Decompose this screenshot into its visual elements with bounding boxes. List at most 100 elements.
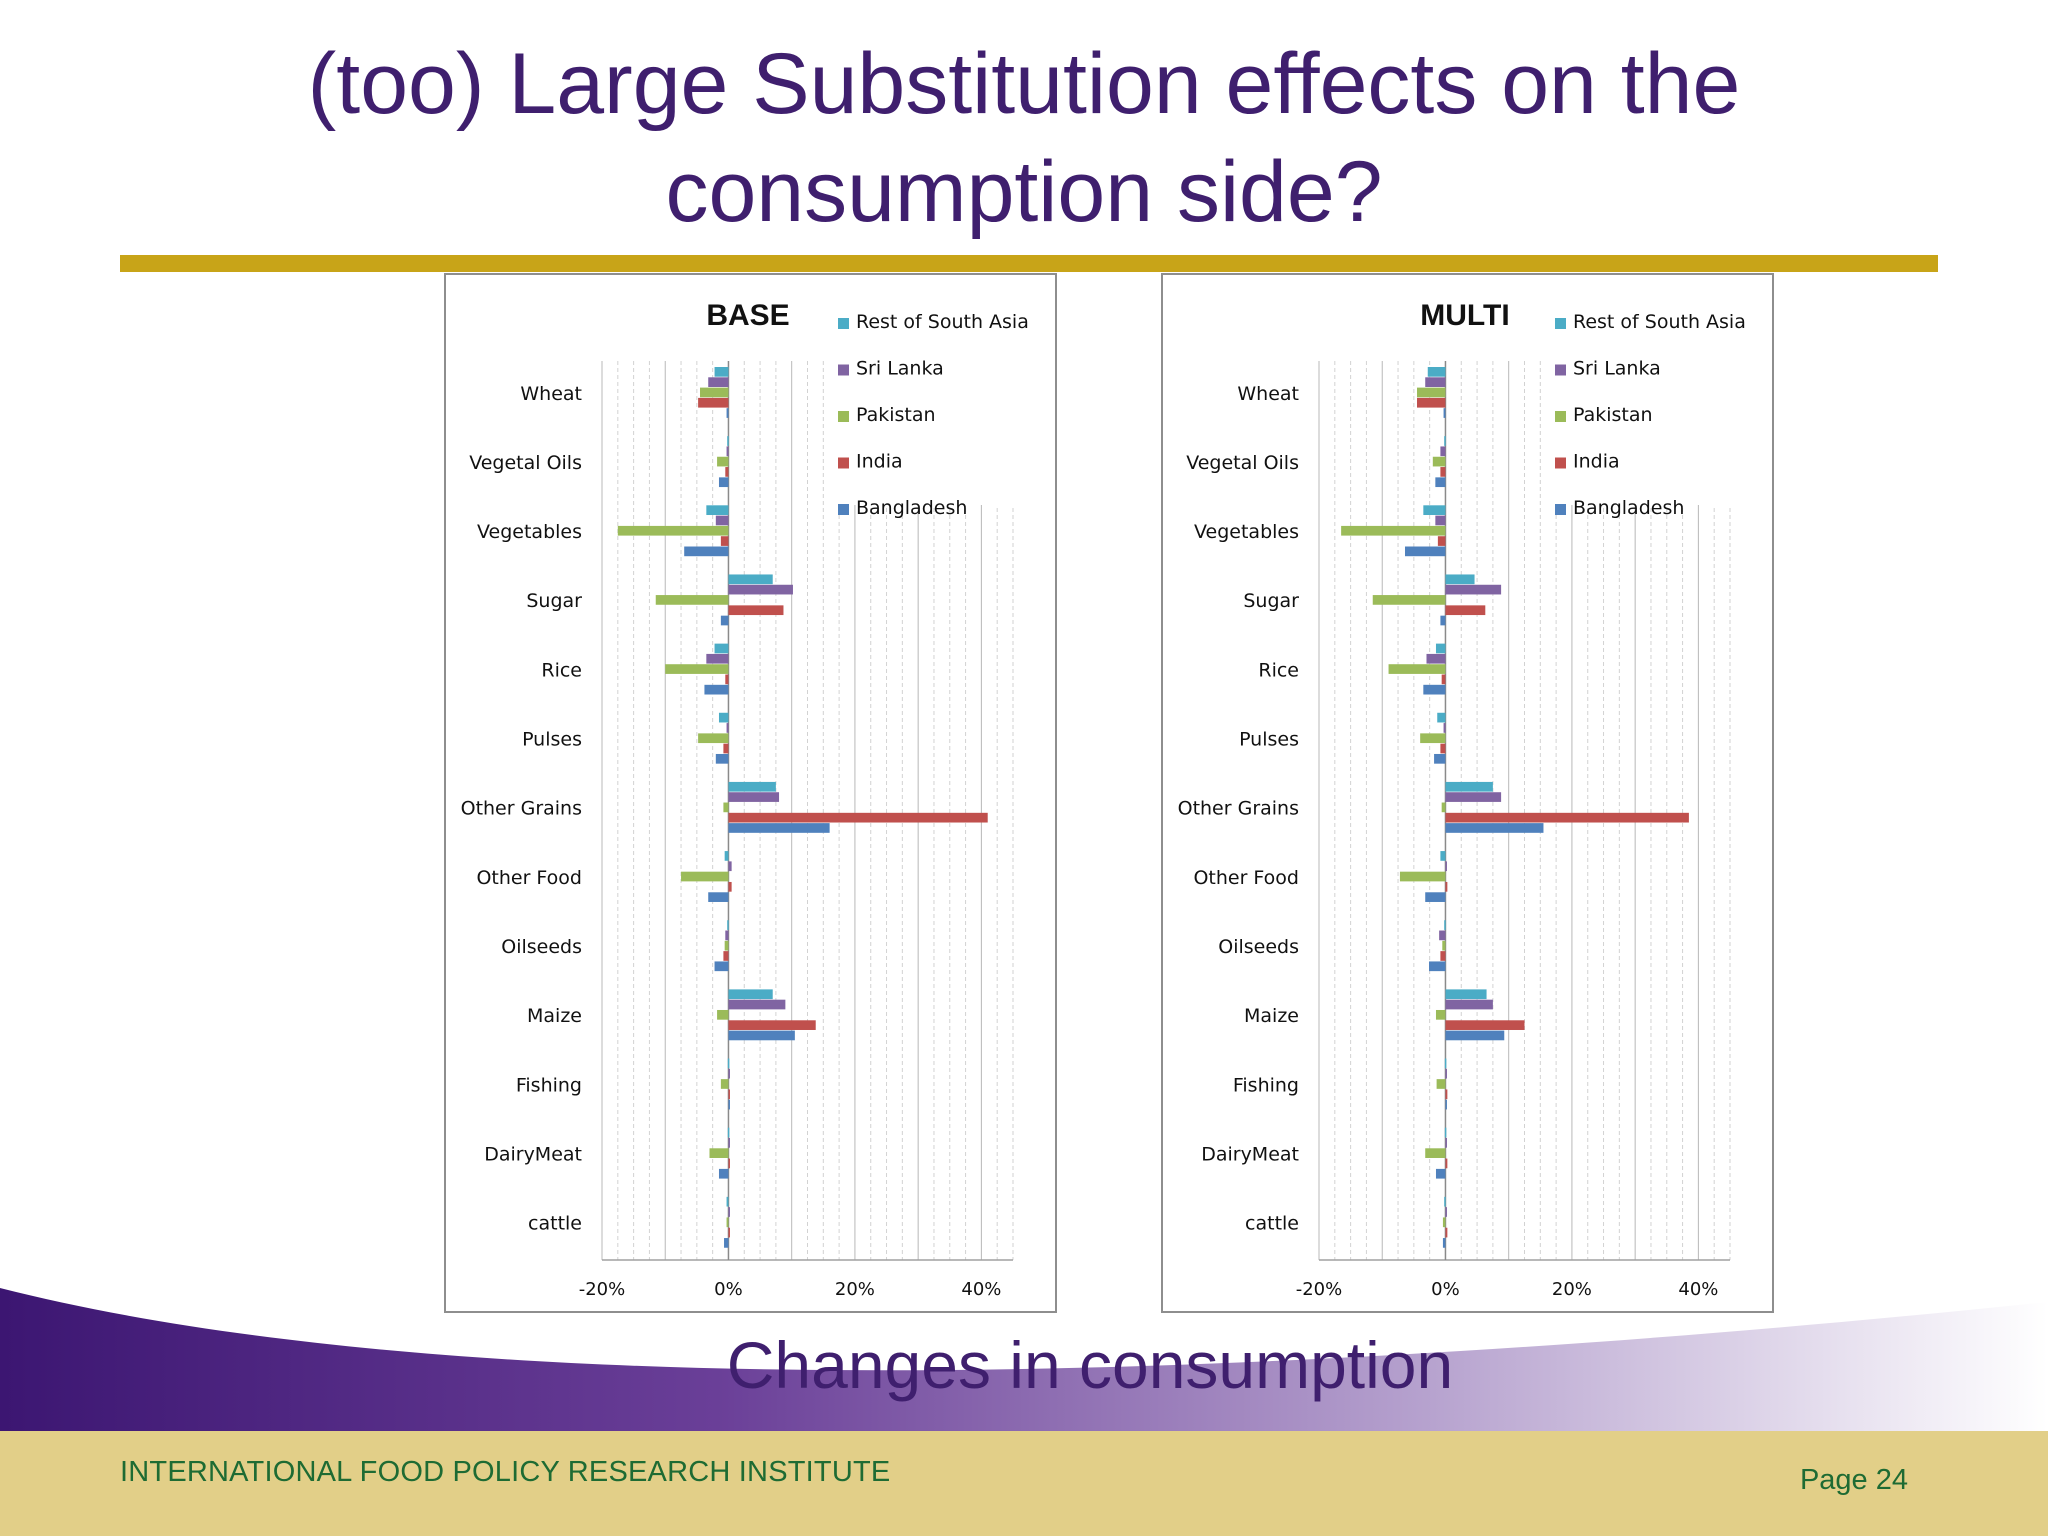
bar [1445,989,1487,1000]
bar [708,892,729,902]
legend-label: India [1573,451,1620,473]
bar [1437,712,1446,723]
bar [1425,1148,1446,1158]
x-tick-label: 20% [835,1279,875,1300]
bar [714,961,729,972]
bar [724,851,729,861]
bar [714,367,729,377]
bar [726,723,729,733]
bar [1444,1058,1447,1069]
legend-swatch [1555,457,1566,469]
bar [715,753,729,764]
bar [1423,505,1446,516]
bar [728,1030,795,1041]
category-label: Other Food [1193,867,1299,889]
bar [698,733,729,744]
bar [727,1127,730,1138]
bar [1445,1089,1448,1100]
legend-label: Pakistan [1573,404,1653,426]
legend-background [828,305,1046,505]
bar [1443,723,1446,733]
bar [698,397,729,408]
bar [728,792,780,802]
chart-svg: MULTI Rest of South Asia Sri Lanka Pakistan… [1178,299,1763,1300]
bar [1427,367,1446,377]
category-label: Other Grains [1178,798,1299,820]
bar [1417,387,1446,398]
category-label: DairyMeat [1201,1143,1299,1165]
legend-label: India [856,451,903,473]
footer-band [0,1431,2048,1536]
bar [1440,951,1446,961]
bar [723,802,729,813]
category-label: Maize [1244,1005,1299,1027]
legend-label: Rest of South Asia [1573,311,1746,333]
legend-label: Sri Lanka [856,358,944,380]
bar [1445,605,1486,616]
category-label: cattle [1245,1213,1299,1235]
gridlines [601,361,1014,1260]
category-label: Maize [527,1005,582,1027]
bar [1429,961,1446,972]
legend-swatch [838,318,849,329]
bar [1445,574,1475,585]
bar [728,812,988,823]
bar [728,1158,730,1169]
legend-label: Bangladesh [856,497,967,519]
slide-title-line-2: consumption side? [665,144,1383,240]
bar [706,505,729,516]
category-label: Vegetables [477,521,582,543]
bar [725,467,729,477]
bar [728,1089,730,1100]
category-label: Fishing [1233,1074,1299,1096]
legend-background [1545,305,1763,505]
bar [704,684,729,695]
x-tick-label: 40% [1678,1279,1718,1300]
bar [728,1020,816,1030]
bar [727,920,729,930]
bar [1442,940,1446,951]
bar [1443,408,1446,418]
bar [1440,743,1446,754]
bar [718,477,729,488]
category-label: Oilseeds [1218,936,1299,958]
bar [728,781,776,792]
bar [717,1009,729,1020]
bar [1425,892,1446,902]
bar [724,1238,729,1248]
category-label: Wheat [1237,383,1299,405]
bar [1444,920,1446,930]
chart-title: MULTI [1420,299,1509,332]
category-label: Fishing [516,1074,582,1096]
legend-label: Pakistan [856,404,936,426]
slide-title-line-1: (too) Large Substitution effects on the [307,36,1741,132]
bar [1445,1158,1448,1169]
bar [728,1227,730,1238]
bar [1445,584,1502,595]
bar [725,674,729,685]
bar [1435,643,1446,654]
bar [1444,1127,1447,1138]
legend-label: Bangladesh [1573,497,1684,519]
x-tick-label: 0% [1431,1279,1460,1300]
bar [1442,1217,1446,1228]
bar [1423,684,1446,695]
legend-swatch [1555,411,1566,422]
bar [706,653,729,664]
category-label: cattle [528,1213,582,1235]
bar [1404,546,1446,557]
legend-swatch [838,411,849,422]
bar [728,881,732,892]
bar [1388,664,1446,674]
bar [727,1058,730,1069]
bar [1425,377,1446,387]
bar [728,584,793,595]
decorative-swoosh [0,1288,2048,1431]
bar [1436,1079,1446,1089]
bar [1441,674,1446,685]
bar [728,823,830,833]
bar [1444,436,1446,446]
bar [1417,397,1446,408]
bar [1440,446,1446,457]
legend-swatch [838,457,849,469]
